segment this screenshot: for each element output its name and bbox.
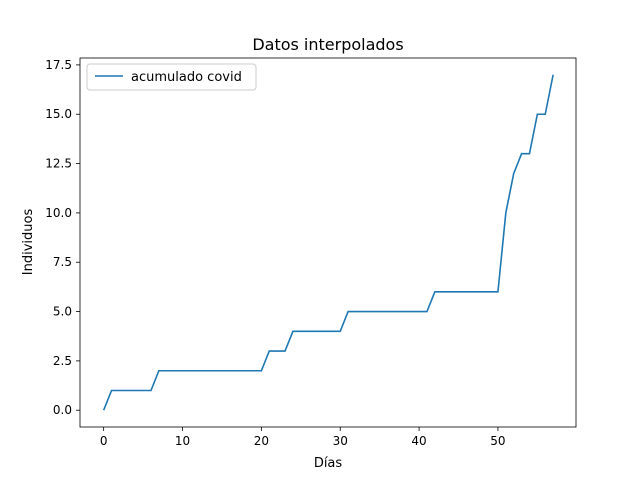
y-tick-label: 12.5 <box>45 157 72 171</box>
axis-ticks: 0 10 20 30 40 50 0.0 2.5 5.0 7.5 10.0 12.5 15.0 17.5 <box>45 58 505 448</box>
y-tick-label: 17.5 <box>45 58 72 72</box>
x-tick-label: 10 <box>175 434 190 448</box>
x-tick-label: 30 <box>333 434 348 448</box>
x-tick-label: 50 <box>490 434 505 448</box>
chart-title: Datos interpolados <box>252 35 403 54</box>
y-tick-label: 2.5 <box>53 354 72 368</box>
y-tick-label: 0.0 <box>53 403 72 417</box>
x-tick-label: 40 <box>411 434 426 448</box>
y-axis-label: Individuos <box>21 209 36 276</box>
legend-box <box>86 63 257 91</box>
x-tick-label: 20 <box>254 434 269 448</box>
x-axis-label: Días <box>314 456 343 471</box>
y-tick-label: 10.0 <box>45 206 72 220</box>
series-line-acumulado-covid <box>102 74 554 411</box>
y-tick-label: 15.0 <box>45 107 72 121</box>
plot-frame <box>79 57 577 428</box>
y-tick-label: 7.5 <box>53 255 72 269</box>
plot-area <box>80 58 576 427</box>
legend: acumulado covid <box>86 63 257 91</box>
y-tick-label: 5.0 <box>53 305 72 319</box>
legend-label: acumulado covid <box>131 70 242 85</box>
x-tick-label: 0 <box>100 434 108 448</box>
